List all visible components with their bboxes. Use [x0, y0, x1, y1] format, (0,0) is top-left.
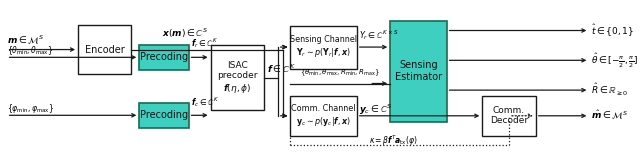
Text: $\boldsymbol{y}_c\in\mathbb{C}^S$: $\boldsymbol{y}_c\in\mathbb{C}^S$: [358, 103, 392, 117]
FancyBboxPatch shape: [390, 21, 447, 122]
Text: Sensing
Estimator: Sensing Estimator: [395, 60, 442, 82]
Text: Sensing Channel
$\mathbf{Y}_r\sim p(\mathbf{Y}_r|\boldsymbol{f},\boldsymbol{x})$: Sensing Channel $\mathbf{Y}_r\sim p(\mat…: [290, 35, 357, 59]
Text: $\{\theta_{\min},\theta_{\max}\}$: $\{\theta_{\min},\theta_{\max}\}$: [6, 44, 53, 57]
FancyBboxPatch shape: [140, 103, 189, 128]
Text: Comm. Channel
$\mathbf{y}_c\sim p(\mathbf{y}_c|\boldsymbol{f},\boldsymbol{x})$: Comm. Channel $\mathbf{y}_c\sim p(\mathb…: [291, 104, 356, 128]
FancyBboxPatch shape: [78, 25, 131, 74]
Text: ISAC
precoder
$\boldsymbol{f}(\eta,\phi)$: ISAC precoder $\boldsymbol{f}(\eta,\phi)…: [217, 61, 257, 95]
Text: $\hat{\boldsymbol{m}}\in\mathcal{M}^S$: $\hat{\boldsymbol{m}}\in\mathcal{M}^S$: [591, 109, 628, 122]
Text: $\{\varphi_{\min},\varphi_{\max}\}$: $\{\varphi_{\min},\varphi_{\max}\}$: [6, 102, 54, 115]
Text: $\{\theta_{\min},\theta_{\max},R_{\min},R_{\max}\}$: $\{\theta_{\min},\theta_{\max},R_{\min},…: [300, 67, 380, 78]
Text: $\boldsymbol{f}_r\in\mathbb{C}^K$: $\boldsymbol{f}_r\in\mathbb{C}^K$: [191, 36, 218, 50]
Text: $Y_r\in\mathbb{C}^{K\times S}$: $Y_r\in\mathbb{C}^{K\times S}$: [358, 29, 398, 42]
Text: Comm.
Decoder: Comm. Decoder: [490, 106, 528, 125]
Text: $\boldsymbol{x}(\boldsymbol{m})\in\mathbb{C}^S$: $\boldsymbol{x}(\boldsymbol{m})\in\mathb…: [162, 26, 209, 40]
FancyBboxPatch shape: [211, 45, 264, 110]
Text: $\boldsymbol{f}\in\mathbb{C}^K$: $\boldsymbol{f}\in\mathbb{C}^K$: [267, 62, 296, 75]
FancyBboxPatch shape: [291, 96, 357, 136]
Text: $\boldsymbol{f}_c\in\mathbb{C}^K$: $\boldsymbol{f}_c\in\mathbb{C}^K$: [191, 95, 219, 109]
Text: $\hat{R}\in\mathbb{R}_{\geq 0}$: $\hat{R}\in\mathbb{R}_{\geq 0}$: [591, 82, 628, 98]
Text: $\hat{t}\in\{0,1\}$: $\hat{t}\in\{0,1\}$: [591, 22, 634, 39]
FancyBboxPatch shape: [483, 96, 536, 136]
Text: $\boldsymbol{m}\in\mathcal{M}^S$: $\boldsymbol{m}\in\mathcal{M}^S$: [6, 34, 44, 47]
Text: Encoder: Encoder: [85, 45, 125, 55]
Text: Precoding: Precoding: [140, 52, 188, 62]
Text: $\hat{\theta}\in[-\frac{\pi}{2},\frac{\pi}{2}]$: $\hat{\theta}\in[-\frac{\pi}{2},\frac{\p…: [591, 51, 639, 70]
FancyBboxPatch shape: [291, 26, 357, 69]
Text: $\kappa=\beta\boldsymbol{f}^T\boldsymbol{a}_{\mathrm{tx}}(\varphi)$: $\kappa=\beta\boldsymbol{f}^T\boldsymbol…: [369, 133, 417, 148]
FancyBboxPatch shape: [140, 45, 189, 70]
Text: Precoding: Precoding: [140, 110, 188, 120]
